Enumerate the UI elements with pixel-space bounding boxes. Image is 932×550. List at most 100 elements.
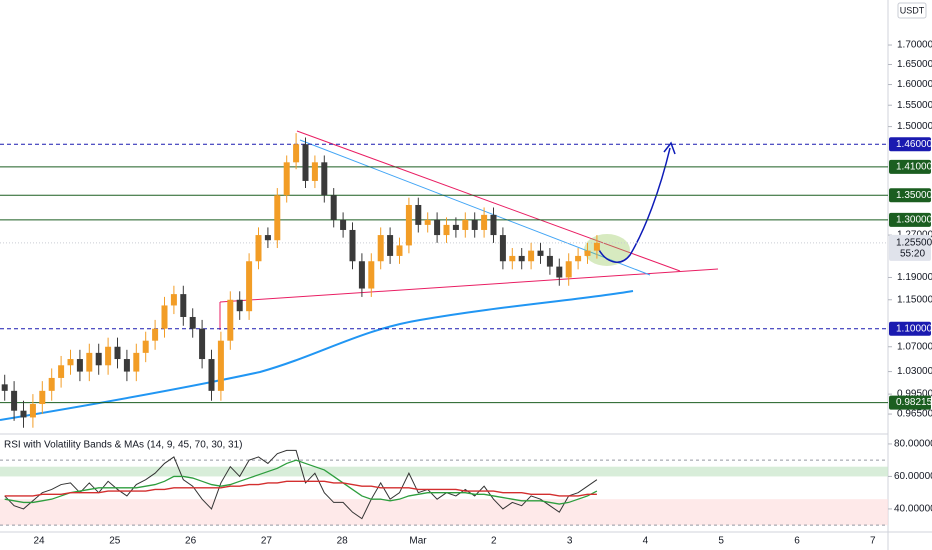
level-label: 1.46000 [896,139,932,150]
level-label-box [889,188,931,203]
x-tick-label: 24 [33,536,45,547]
candle-body [114,346,121,360]
candle-body [293,144,300,163]
candle-body [67,359,74,366]
candle-body [105,346,112,366]
candle-body [499,235,506,262]
candle-body [29,404,36,418]
level-label: 1.41000 [896,162,932,173]
candle-body [48,377,55,391]
y-tick-label: 1.70000 [897,40,932,51]
level-label-box [889,137,931,152]
level-label-box [889,395,931,410]
candle-body [546,255,553,267]
candle-body [565,261,572,278]
level-label: 1.10000 [896,323,932,334]
x-tick-label: 6 [794,536,800,547]
candle-body [405,204,412,246]
projection-arrow [597,147,671,263]
candle-body [481,214,488,230]
y-tick-label: 40.000000 [894,504,932,515]
candle-body [434,219,441,236]
candle-body [39,390,46,405]
candle-body [189,316,196,329]
currency[interactable]: USDT [900,5,925,15]
candle-body [264,235,271,241]
y-tick-label: 0.99500 [897,389,932,400]
candle-body [133,352,140,372]
candle-body [377,235,384,262]
y-tick-label: 1.07000 [897,341,932,352]
x-tick-label: 4 [643,536,649,547]
candle-body [358,261,365,289]
candle-body [349,229,356,262]
trendline [299,139,651,276]
candle-body [142,340,149,353]
level-label-box [889,212,931,227]
currency-box[interactable] [897,2,927,19]
candle-body [311,162,318,181]
candle-body [86,352,93,372]
candle-body [58,365,65,378]
candle-body [452,224,459,230]
level-label: 1.35000 [896,190,932,201]
candle-body [161,305,168,329]
candle-body [415,204,422,225]
x-tick-label: Mar [409,536,427,547]
level-label: 1.30000 [896,214,932,225]
candle-body [321,162,328,196]
candle-body [283,162,290,196]
y-tick-label: 1.60000 [897,79,932,90]
candle-body [180,294,187,317]
candle-body [302,144,309,181]
marks: 1.700001.650001.600001.550001.500001.270… [0,40,932,547]
candle-body [199,328,206,360]
last-price-box [889,234,931,261]
x-tick-label: 5 [718,536,724,547]
candle-body [593,242,600,251]
y-tick-label: 80.000000 [894,439,932,450]
last-price-label: 1.25500 [896,237,932,248]
candle-body [95,352,102,366]
y-tick-label: 1.03000 [897,366,932,377]
trendline [296,130,681,272]
candle-body [575,255,582,262]
candle-body [537,250,544,256]
x-tick-label: 27 [261,536,273,547]
highlight-ellipse [584,234,630,266]
x-tick-label: 26 [185,536,197,547]
y-tick-label: 1.19000 [897,272,932,283]
candle-body [528,250,535,262]
candle-body [76,359,83,372]
candle-body [509,255,516,262]
countdown: 55:20 [900,248,925,259]
candle-body [490,214,497,236]
level-label-box [889,159,931,174]
x-tick-label: 25 [109,536,121,547]
y-tick-label: 0.96500 [897,409,932,420]
x-tick-label: 2 [491,536,497,547]
candle-body [208,359,215,391]
y-tick-label: 1.65000 [897,59,932,70]
candle-body [1,384,8,391]
candle-body [340,219,347,230]
candle-body [246,261,253,312]
x-tick-label: 7 [870,536,876,547]
rsi-line [4,480,597,497]
y-tick-label: 60.000000 [894,471,932,482]
level-label-box [889,321,931,336]
candle-body [462,219,469,230]
y-tick-label: 1.15000 [897,294,932,305]
candle-body [274,195,281,241]
candle-body [227,299,234,341]
candle-body [518,255,525,262]
x-tick-label: 3 [567,536,573,547]
rsi-line [4,459,598,505]
candle-body [255,235,262,262]
indicator-title: RSI with Volatility Bands & MAs (14, 9, … [4,440,242,451]
y-tick-label: 1.50000 [897,121,932,132]
candle-body [584,250,591,256]
